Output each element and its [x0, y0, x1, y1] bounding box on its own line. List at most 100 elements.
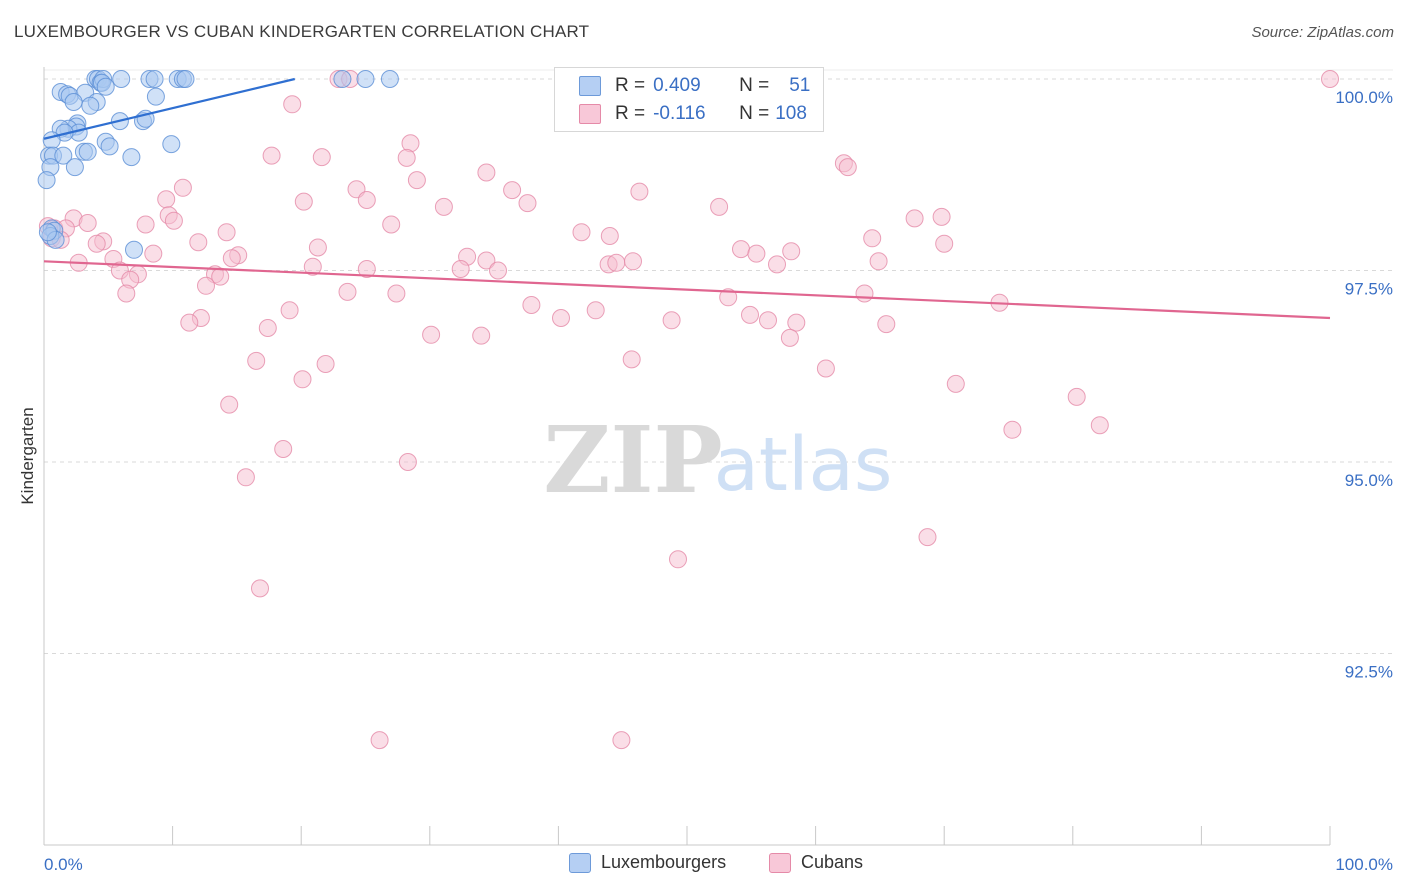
- cuban-point: [855, 284, 874, 303]
- luxembourger-point: [78, 142, 97, 161]
- cuban-point: [759, 311, 777, 330]
- cuban-point: [503, 181, 522, 200]
- cuban-point: [612, 731, 631, 750]
- cuban-point: [422, 325, 441, 344]
- cuban-point: [1067, 387, 1086, 406]
- cuban-point: [586, 301, 605, 320]
- cuban-point: [1003, 420, 1022, 439]
- cuban-point: [472, 326, 491, 345]
- luxembourger-point: [176, 70, 195, 88]
- cuban-point: [782, 242, 801, 261]
- cuban-point: [1090, 416, 1109, 435]
- luxembourger-point: [96, 77, 115, 96]
- data-points: [37, 70, 1339, 750]
- trend-lines: [43, 77, 1331, 320]
- luxembourger-point: [146, 87, 165, 106]
- cuban-point: [164, 211, 183, 230]
- cuban-point: [189, 233, 208, 252]
- luxembourger-point: [122, 148, 141, 167]
- luxembourger-point: [42, 131, 61, 150]
- legend-row-cubans: R = -0.116 N = 108: [579, 101, 807, 127]
- luxembourger-point: [65, 158, 84, 177]
- cuban-point: [316, 355, 335, 373]
- y-tick-label: 95.0%: [1345, 471, 1393, 490]
- cuban-point: [877, 315, 896, 334]
- cuban-point: [932, 207, 951, 226]
- luxembourger-point: [54, 146, 73, 165]
- cuban-point: [838, 158, 857, 177]
- cuban-point: [600, 227, 619, 245]
- cuban-point: [607, 253, 626, 272]
- cuban-point: [382, 215, 401, 234]
- cuban-point: [572, 223, 591, 242]
- chart-title: LUXEMBOURGER VS CUBAN KINDERGARTEN CORRE…: [14, 22, 590, 41]
- luxembourger-point: [37, 171, 56, 190]
- cuban-point: [768, 255, 786, 274]
- cuban-point: [303, 257, 322, 276]
- cuban-point: [236, 468, 255, 487]
- cuban-point: [477, 251, 496, 270]
- luxembourger-point: [162, 135, 181, 154]
- cuban-point: [144, 244, 163, 263]
- cuban-point: [78, 214, 97, 232]
- cuban-point: [222, 249, 241, 268]
- cuban-point: [308, 238, 327, 257]
- cuban-point: [312, 148, 331, 167]
- series-legend: Luxembourgers Cubans: [0, 852, 1406, 878]
- cuban-point: [732, 240, 750, 259]
- legend-n-label: N =: [739, 75, 770, 96]
- cuban-point: [905, 209, 924, 228]
- axes: [43, 67, 1331, 846]
- cuban-point: [552, 309, 570, 327]
- cuban-point: [338, 282, 357, 301]
- cuban-point: [1321, 70, 1339, 88]
- cuban-point: [935, 234, 954, 253]
- cuban-point: [787, 313, 806, 332]
- luxembourger-point: [333, 70, 352, 88]
- legend-swatch-blue: [569, 852, 591, 873]
- y-tick-label: 92.5%: [1345, 663, 1393, 682]
- luxembourger-point: [356, 70, 375, 88]
- legend-n-label: N =: [739, 103, 770, 124]
- legend-label-cubans: Cubans: [801, 852, 864, 872]
- legend-n-value: 51: [789, 75, 811, 96]
- cuban-point: [283, 95, 302, 114]
- cuban-point: [293, 370, 312, 389]
- x-tick-label: 0.0%: [44, 855, 83, 874]
- cuban-point: [117, 284, 136, 303]
- legend-item-luxembourgers[interactable]: Luxembourgers: [569, 852, 726, 873]
- legend-item-cubans[interactable]: Cubans: [769, 852, 863, 873]
- axis-labels: 92.5% 95.0% 97.5% 100.0% 0.0% 100.0% Kindergar…: [18, 88, 1393, 874]
- cuban-point: [280, 301, 299, 320]
- cuban-point: [397, 148, 416, 167]
- cuban-point: [247, 351, 266, 370]
- cuban-point: [869, 252, 888, 271]
- cuban-point: [451, 260, 470, 278]
- cuban-point: [477, 163, 496, 182]
- gridlines: [44, 69, 1393, 654]
- cuban-point: [622, 350, 641, 369]
- luxembourger-point: [38, 223, 57, 242]
- legend-swatch-blue: [579, 76, 601, 96]
- legend-r-label: R =: [615, 75, 646, 96]
- cuban-point: [489, 261, 507, 280]
- cuban-point: [518, 194, 537, 213]
- luxembourger-point: [112, 70, 131, 88]
- luxembourger-point: [125, 240, 143, 259]
- cuban-point: [434, 197, 453, 216]
- cuban-point: [258, 319, 277, 337]
- cuban-point: [220, 395, 239, 414]
- y-tick-label: 100.0%: [1335, 88, 1393, 107]
- luxembourger-point: [145, 70, 164, 88]
- cuban-point: [370, 731, 389, 750]
- cuban-point: [407, 171, 426, 190]
- cuban-point: [918, 528, 937, 547]
- stats-legend: R = 0.409 N = 51 R = -0.116 N = 108: [554, 67, 824, 132]
- cuban-point: [863, 229, 882, 248]
- y-axis-label: Kindergarten: [18, 407, 37, 504]
- watermark: ZIP atlas: [543, 406, 892, 514]
- luxembourger-trend-line: [43, 77, 296, 140]
- cuban-point: [274, 440, 293, 458]
- cuban-point: [87, 234, 106, 253]
